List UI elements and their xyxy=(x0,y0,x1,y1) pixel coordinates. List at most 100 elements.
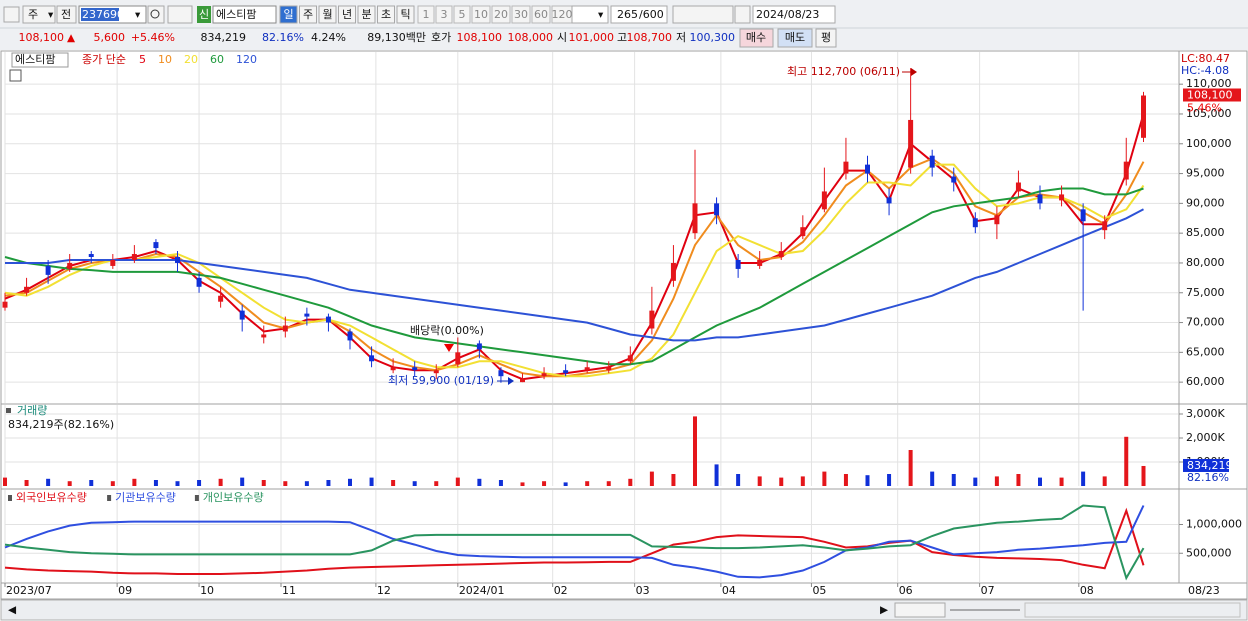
change-pct: +5.46% xyxy=(131,31,175,44)
sound-button[interactable] xyxy=(167,5,193,24)
minute-button[interactable] xyxy=(531,5,551,24)
candle-body xyxy=(24,286,30,293)
y-tick-label: 90,000 xyxy=(1186,196,1225,209)
moving-average-line xyxy=(5,208,1144,342)
code-text: 237690 xyxy=(82,8,124,21)
candle-body xyxy=(455,352,461,365)
candle-body xyxy=(196,277,202,287)
high-annotation: 최고 112,700 (06/11) xyxy=(787,65,900,78)
stock-name-box[interactable] xyxy=(212,5,277,24)
interval-text: 일 xyxy=(283,7,293,21)
volume-bar xyxy=(843,474,848,486)
buy-button[interactable] xyxy=(739,28,774,48)
menu-icon[interactable] xyxy=(3,6,20,23)
minute-text: 30 xyxy=(514,8,528,21)
change-arrow: ▲ xyxy=(67,32,76,44)
settings-button[interactable] xyxy=(734,5,751,24)
candle-body xyxy=(951,176,957,183)
minute-button[interactable] xyxy=(471,5,491,24)
candle-body xyxy=(649,310,655,329)
volume-bar xyxy=(628,478,633,486)
x-tick-label: 2024/01 xyxy=(459,584,505,597)
prev-button[interactable] xyxy=(56,5,77,24)
candle-body xyxy=(821,191,827,210)
minute-button[interactable] xyxy=(417,5,435,24)
volume-bar xyxy=(542,481,547,486)
dropdown-arrow: ▾ xyxy=(598,9,604,21)
interval-button[interactable] xyxy=(299,5,317,24)
chart-frame xyxy=(0,50,1248,600)
legend-item: 개인보유수량 xyxy=(203,491,264,504)
x-tick-label: 03 xyxy=(636,584,650,597)
candle-body xyxy=(800,227,806,237)
candle-body xyxy=(563,370,569,374)
count-max: /600 xyxy=(639,8,664,21)
candle-body xyxy=(929,155,935,168)
minute-button[interactable] xyxy=(511,5,531,24)
interval-text: 년 xyxy=(342,8,352,21)
volume-bar xyxy=(197,480,202,486)
nav-buttons[interactable] xyxy=(894,602,946,618)
legend-item: 20 xyxy=(184,53,198,66)
x-tick-label: 07 xyxy=(981,584,995,597)
minute-button[interactable] xyxy=(491,5,511,24)
volume: 834,219 xyxy=(201,31,247,44)
lc-label: LC:80.47 xyxy=(1181,52,1230,65)
volume-bar xyxy=(649,471,654,486)
candle-body xyxy=(994,215,1000,225)
tool-strip[interactable] xyxy=(1024,602,1241,618)
combo-box[interactable] xyxy=(571,5,609,24)
y-tick-label: 105,000 xyxy=(1186,107,1232,120)
interval-button[interactable] xyxy=(318,5,337,24)
volume-bar xyxy=(240,477,245,486)
price: 108,100 xyxy=(19,31,65,44)
interval-button[interactable] xyxy=(338,5,356,24)
volume-bar xyxy=(865,475,870,486)
interval-button[interactable] xyxy=(357,5,376,24)
volume-bar xyxy=(1016,474,1021,486)
moving-average-line xyxy=(4,113,1145,381)
search-button[interactable] xyxy=(147,5,165,24)
y-tick-label: 65,000 xyxy=(1186,345,1225,358)
search-icon xyxy=(150,9,160,19)
sell-button[interactable] xyxy=(777,28,813,48)
y-tick-label: 70,000 xyxy=(1186,316,1225,329)
y-tick-label: 500,000 xyxy=(1186,546,1232,559)
y-tick-label: 3,000K xyxy=(1186,407,1225,420)
volume-bar xyxy=(930,471,935,486)
candle-body xyxy=(1015,182,1021,192)
tool-icons[interactable] xyxy=(672,5,734,24)
candle-body xyxy=(347,331,353,341)
low-annotation: 최저 59,900 (01/19) xyxy=(388,374,494,387)
panel-marker xyxy=(6,408,11,413)
x-tick-label: 11 xyxy=(282,584,296,597)
volume-bar xyxy=(1141,465,1146,486)
minute-button[interactable] xyxy=(435,5,453,24)
interval-button[interactable] xyxy=(377,5,395,24)
volume-bar xyxy=(283,481,288,486)
scroll-right[interactable]: ▶ xyxy=(880,604,889,616)
minute-button[interactable] xyxy=(453,5,471,24)
candle-body xyxy=(412,367,418,371)
scroll-left[interactable]: ◀ xyxy=(8,604,17,616)
date-box[interactable] xyxy=(752,5,836,24)
candle-body xyxy=(778,251,784,257)
volume-bar xyxy=(369,477,374,486)
sell-text: 매도 xyxy=(785,31,805,44)
buy-text: 매수 xyxy=(746,31,766,44)
grid-icon[interactable] xyxy=(9,69,22,82)
interval-button[interactable] xyxy=(396,5,415,24)
candle-body xyxy=(325,316,331,323)
period-button[interactable] xyxy=(22,5,56,24)
high-arrow-head xyxy=(911,68,917,76)
volume-bar xyxy=(736,474,741,486)
interval-button[interactable] xyxy=(279,5,298,24)
turnover: 4.24% xyxy=(311,31,346,44)
y-tick-label: 100,000 xyxy=(1186,137,1232,150)
volume-bar xyxy=(110,481,115,486)
avg-button[interactable] xyxy=(815,28,837,48)
count-box[interactable] xyxy=(610,5,668,24)
candle-body xyxy=(670,262,676,281)
volume-bar xyxy=(1124,436,1129,486)
